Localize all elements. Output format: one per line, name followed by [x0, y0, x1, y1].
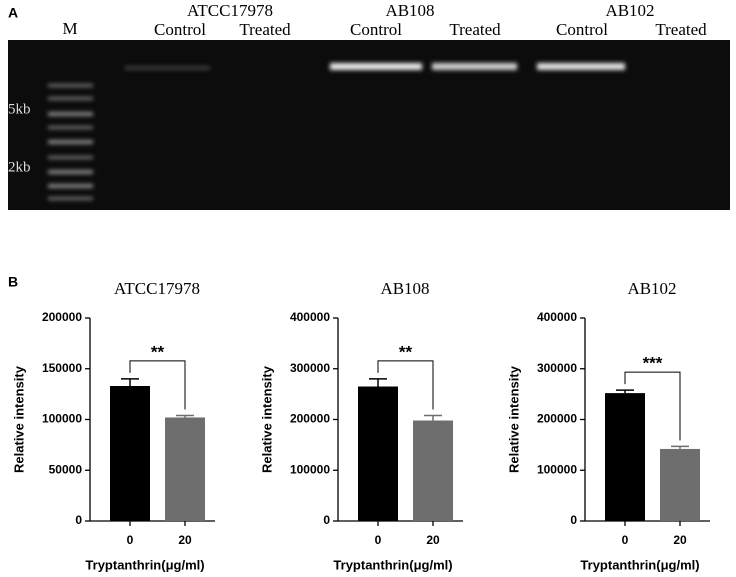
y-tick-label: 0	[570, 513, 577, 527]
group-label: ATCC17978	[187, 1, 273, 20]
y-tick-label: 100000	[290, 462, 330, 476]
y-tick-label: 300000	[537, 361, 577, 375]
chart-title: ATCC17978	[114, 279, 200, 298]
bar	[605, 393, 645, 521]
group-label: AB108	[385, 1, 434, 20]
significance-bracket	[624, 371, 681, 441]
y-tick-label: 0	[75, 513, 82, 527]
significance-label: ***	[643, 354, 663, 373]
x-tick-label: 20	[673, 533, 687, 547]
lane-label: Treated	[655, 20, 707, 39]
bar	[413, 420, 453, 521]
y-tick-label: 100000	[42, 412, 82, 426]
significance-label: **	[151, 342, 165, 361]
lane-label: Control	[556, 20, 608, 39]
y-tick-label: 0	[323, 513, 330, 527]
y-axis-label: Relative intensity	[506, 365, 521, 473]
x-tick-label: 0	[622, 533, 629, 547]
y-tick-label: 200000	[290, 412, 330, 426]
gel-bands	[48, 63, 625, 200]
y-axis-label: Relative intensity	[259, 365, 274, 473]
y-axis-label: Relative intensity	[11, 365, 26, 473]
significance-bracket	[129, 360, 186, 410]
y-tick-label: 400000	[290, 310, 330, 324]
x-tick-label: 20	[178, 533, 192, 547]
lane-label: Control	[350, 20, 402, 39]
lane-label: Control	[154, 20, 206, 39]
significance-label: **	[399, 342, 413, 361]
significance-bracket	[377, 360, 434, 410]
y-tick-label: 200000	[42, 310, 82, 324]
x-tick-label: 0	[375, 533, 382, 547]
bar	[358, 386, 398, 521]
x-tick-label: 0	[127, 533, 134, 547]
panel-label: B	[8, 274, 18, 290]
x-axis-label: Tryptanthrin(μg/ml)	[85, 557, 204, 572]
lane-label: Treated	[239, 20, 291, 39]
lane-label: Treated	[449, 20, 501, 39]
panel-label: A	[8, 5, 18, 21]
bar	[110, 386, 150, 521]
x-axis-label: Tryptanthrin(μg/ml)	[333, 557, 452, 572]
y-tick-label: 300000	[290, 361, 330, 375]
marker-label: M	[62, 19, 77, 38]
size-marker: 5kb	[8, 101, 31, 117]
x-axis-label: Tryptanthrin(μg/ml)	[580, 557, 699, 572]
x-tick-label: 20	[426, 533, 440, 547]
y-tick-label: 150000	[42, 361, 82, 375]
group-label: AB102	[605, 1, 654, 20]
bar	[165, 417, 205, 521]
chart-title: AB102	[627, 279, 676, 298]
y-tick-label: 50000	[49, 462, 83, 476]
y-tick-label: 400000	[537, 310, 577, 324]
chart-title: AB108	[380, 279, 429, 298]
y-tick-label: 100000	[537, 462, 577, 476]
y-tick-label: 200000	[537, 412, 577, 426]
bar	[660, 448, 700, 521]
size-marker: 2kb	[8, 159, 31, 175]
